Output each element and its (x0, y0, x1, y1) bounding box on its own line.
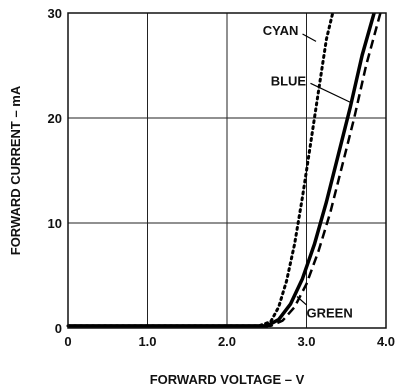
series-label-green: GREEN (307, 306, 353, 321)
x-tick-labels: 0 1.0 2.0 3.0 4.0 (64, 334, 395, 349)
series-blue-line (68, 12, 376, 328)
series-label-blue: BLUE (271, 73, 307, 88)
x-tick-label: 2.0 (218, 334, 236, 349)
series-label-cyan: CYAN (263, 23, 299, 38)
x-tick-label: 1.0 (138, 334, 156, 349)
series-green-line (68, 12, 382, 328)
curves (66, 11, 382, 328)
series-labels: CYAN BLUE GREEN (263, 23, 353, 320)
x-tick-label: 0 (64, 334, 71, 349)
y-tick-labels: 0 10 20 30 (48, 6, 62, 336)
grid-lines (68, 13, 386, 328)
y-tick-label: 0 (55, 321, 62, 336)
leader-line-cyan (302, 33, 317, 42)
leader-line-blue (310, 82, 351, 103)
x-axis-title: FORWARD VOLTAGE – V (150, 372, 305, 387)
y-tick-label: 20 (48, 111, 62, 126)
x-tick-label: 4.0 (377, 334, 395, 349)
leader-line-green (296, 296, 307, 306)
y-tick-label: 30 (48, 6, 62, 21)
x-tick-label: 3.0 (297, 334, 315, 349)
y-axis-title: FORWARD CURRENT – mA (8, 85, 23, 255)
plot-frame (67, 12, 387, 329)
y-tick-label: 10 (48, 216, 62, 231)
series-cyan-line (66, 11, 335, 328)
